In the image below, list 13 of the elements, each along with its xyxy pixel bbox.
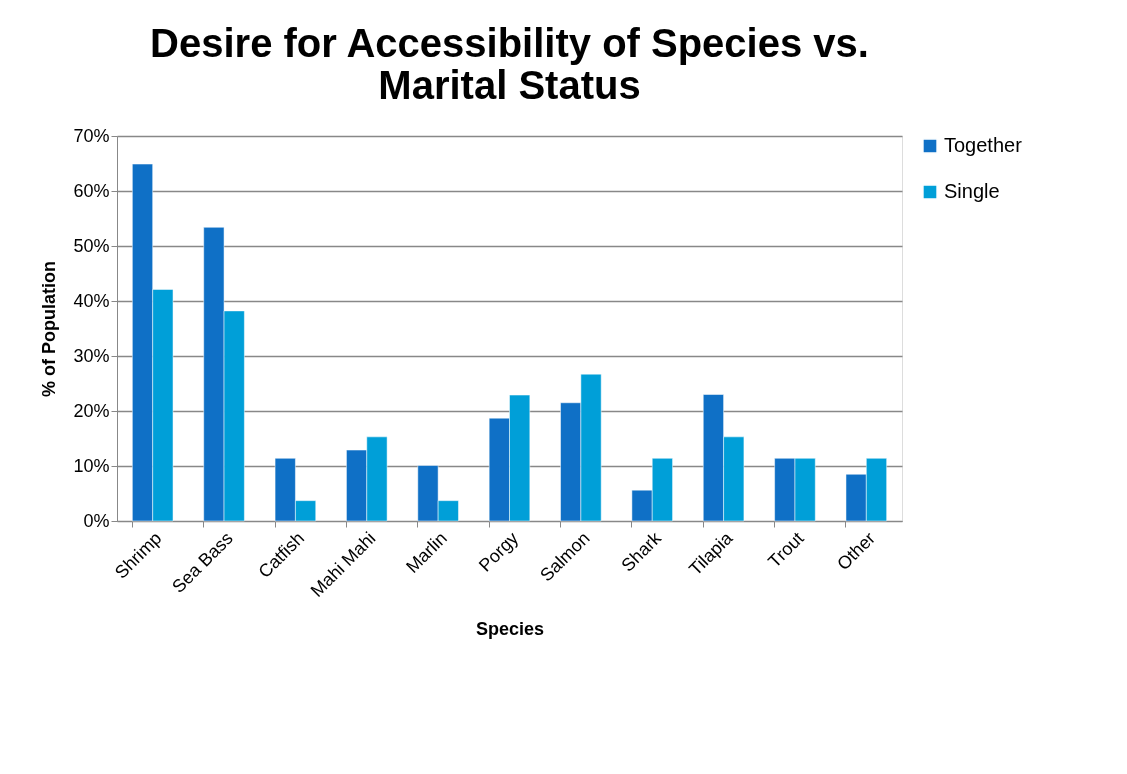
y-tick-label: 30%: [73, 345, 110, 366]
y-tick-label: 40%: [73, 290, 110, 311]
y-tick-label: 20%: [73, 400, 110, 421]
legend-label: Together: [944, 134, 1023, 156]
y-tick-label: 50%: [73, 235, 110, 256]
y-tick-label: 10%: [73, 455, 110, 476]
y-tick-label: 60%: [73, 180, 110, 201]
y-tick-label: 0%: [83, 510, 110, 531]
y-axis-title: % of Population: [39, 261, 60, 397]
legend-label: Single: [944, 180, 1000, 202]
chart-title: Desire for Accessibility of Species vs. Marital Status: [150, 21, 869, 107]
y-tick-label: 70%: [73, 125, 110, 146]
x-axis-title: Species: [475, 618, 545, 639]
